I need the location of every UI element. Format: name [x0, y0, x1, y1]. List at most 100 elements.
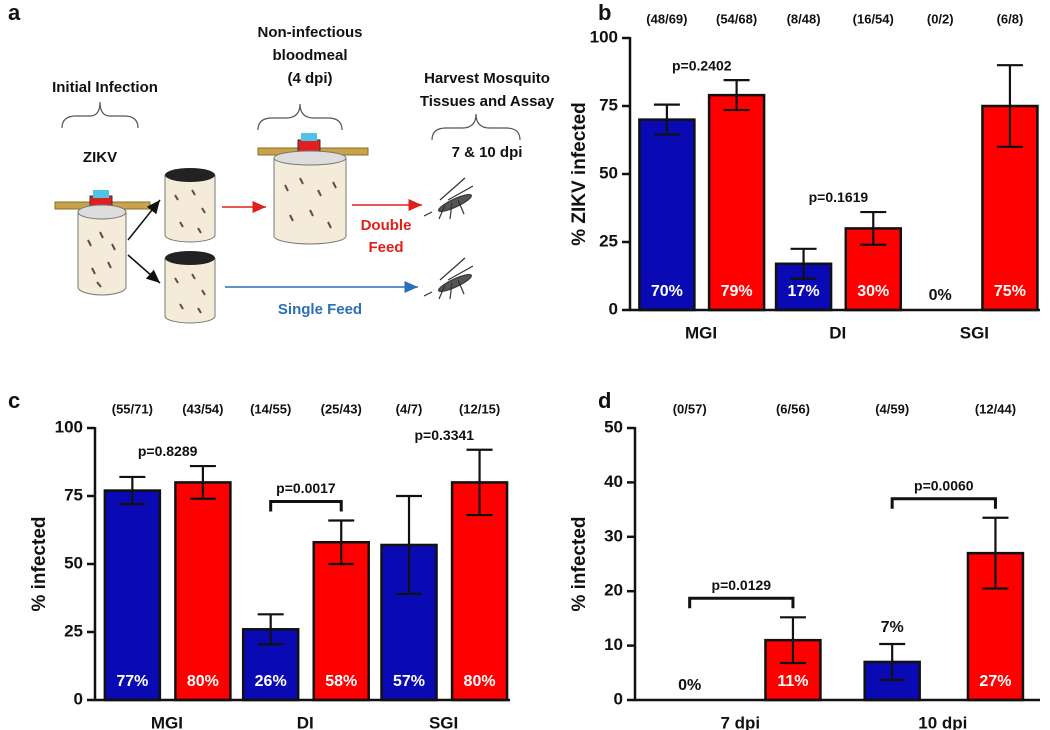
error-bar — [466, 448, 493, 517]
y-tick-label: 25 — [64, 621, 83, 640]
mosquito — [423, 177, 474, 220]
bar — [638, 118, 696, 312]
y-axis-label: % ZIKV infected — [569, 102, 590, 246]
y-axis-label: % infected — [569, 516, 590, 611]
value-label: 0% — [929, 287, 952, 304]
x-tick-label: SGI — [429, 713, 458, 730]
axis — [93, 427, 510, 702]
count-label: (12/15) — [459, 401, 500, 416]
y-tick-label: 25 — [599, 231, 618, 250]
value-label: 57% — [393, 673, 425, 690]
count-label: (12/44) — [975, 401, 1016, 416]
y-axis-label: % infected — [29, 516, 50, 611]
panel-letter: a — [8, 0, 21, 25]
value-label: 30% — [857, 283, 889, 300]
count-label: (25/43) — [321, 401, 362, 416]
panel-letter: b — [598, 0, 611, 25]
brace — [257, 103, 343, 131]
p-value: p=0.0017 — [276, 480, 336, 496]
value-label: 80% — [464, 673, 496, 690]
y-tick-label: 100 — [55, 417, 83, 436]
error-bar — [328, 519, 355, 566]
error-bar — [119, 475, 146, 506]
single-feed-label: Single Feed — [278, 301, 362, 318]
step-title: Initial Infection — [52, 79, 158, 96]
error-bar — [879, 642, 906, 681]
arrow — [127, 254, 161, 284]
step-title: (4 dpi) — [288, 70, 333, 87]
value-label: 70% — [651, 283, 683, 300]
value-label: 0% — [678, 677, 701, 694]
y-tick-label: 50 — [599, 163, 618, 182]
bracket — [269, 499, 343, 512]
arrow — [127, 199, 161, 241]
y-tick-label: 0 — [74, 689, 83, 708]
y-tick-label: 75 — [64, 485, 83, 504]
bar — [707, 93, 766, 312]
value-label: 77% — [116, 673, 148, 690]
error-bar — [723, 79, 750, 112]
x-tick-label: 7 dpi — [720, 713, 760, 730]
step-title: bloodmeal — [272, 47, 347, 64]
y-tick-label: 0 — [614, 689, 623, 708]
feeder-cup — [257, 133, 369, 245]
x-tick-label: SGI — [960, 323, 989, 342]
step-title: Non-infectious — [258, 24, 363, 41]
count-label: (55/71) — [112, 401, 153, 416]
panel-letter: c — [8, 388, 20, 413]
p-value: p=0.3341 — [415, 427, 475, 443]
x-tick-label: DI — [829, 323, 846, 342]
error-bar — [779, 616, 806, 665]
error-bar — [396, 494, 423, 596]
value-label: 11% — [777, 673, 808, 690]
value-label: 58% — [325, 673, 357, 690]
double-feed-label: Feed — [368, 239, 403, 256]
count-label: (0/2) — [927, 11, 954, 26]
value-label: 17% — [788, 283, 820, 300]
count-label: (54/68) — [716, 11, 757, 26]
value-label: 79% — [721, 283, 753, 300]
panel-letter: d — [598, 388, 611, 413]
y-tick-label: 30 — [604, 526, 623, 545]
x-tick-label: MGI — [685, 323, 717, 342]
cup — [164, 251, 216, 324]
y-tick-label: 0 — [609, 299, 618, 318]
brace — [431, 113, 521, 141]
error-bar — [257, 613, 284, 646]
p-value: p=0.2402 — [672, 57, 732, 73]
step-detail: 7 & 10 dpi — [452, 144, 523, 161]
cup — [164, 168, 216, 243]
bracket — [688, 596, 795, 609]
error-bar — [982, 516, 1009, 590]
double-feed-label: Double — [361, 217, 412, 234]
error-bar — [790, 247, 817, 280]
value-label: 80% — [187, 673, 219, 690]
step-detail: ZIKV — [83, 149, 117, 166]
count-label: (6/56) — [776, 401, 810, 416]
count-label: (4/59) — [875, 401, 909, 416]
y-tick-label: 20 — [604, 581, 623, 600]
y-tick-label: 10 — [604, 635, 623, 654]
count-label: (0/57) — [673, 401, 707, 416]
axis — [633, 427, 1040, 702]
y-tick-label: 75 — [599, 95, 618, 114]
p-value: p=0.0060 — [914, 477, 974, 493]
y-tick-label: 40 — [604, 472, 623, 491]
y-tick-label: 50 — [604, 417, 623, 436]
mosquito — [423, 257, 474, 300]
error-bar — [860, 210, 887, 246]
brace — [61, 101, 139, 129]
p-value: p=0.0129 — [712, 577, 772, 593]
error-bar — [653, 103, 680, 136]
axis — [628, 37, 1040, 312]
y-tick-label: 50 — [64, 553, 83, 572]
value-label: 27% — [979, 673, 1011, 690]
bar — [174, 481, 232, 702]
error-bar — [996, 64, 1023, 148]
count-label: (16/54) — [853, 11, 894, 26]
bar — [103, 489, 162, 702]
count-label: (6/8) — [997, 11, 1024, 26]
step-title: Tissues and Assay — [420, 93, 555, 110]
step-title: Harvest Mosquito — [424, 70, 550, 87]
